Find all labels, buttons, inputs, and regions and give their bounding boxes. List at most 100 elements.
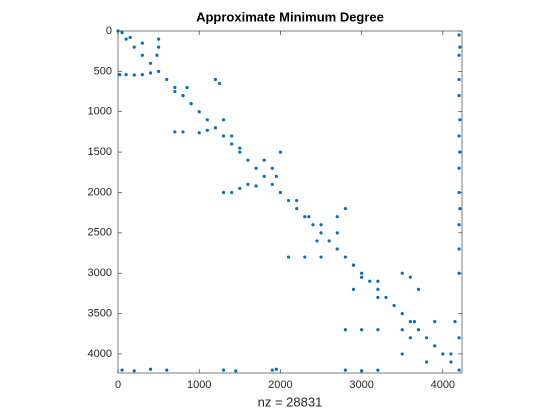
x-axis-label: nz = 28831: [258, 394, 323, 409]
nonzero-dot: [384, 295, 388, 300]
nonzero-dot: [408, 320, 412, 324]
nonzero-dot: [173, 89, 177, 94]
nonzero-dot: [343, 328, 347, 332]
nonzero-dot: [132, 369, 136, 373]
nonzero-dot: [140, 72, 144, 77]
nonzero-dot: [457, 134, 461, 138]
nonzero-dot: [319, 223, 323, 227]
nonzero-dot: [376, 368, 380, 372]
nonzero-dot: [120, 31, 124, 35]
nonzero-dot: [400, 352, 404, 356]
nonzero-dot: [376, 295, 380, 300]
nonzero-dot: [457, 33, 461, 37]
nonzero-dot: [213, 77, 218, 82]
nonzero-dot: [416, 328, 421, 332]
nonzero-dot: [307, 215, 311, 219]
nonzero-dot: [165, 77, 169, 82]
nonzero-dot: [197, 110, 201, 114]
nonzero-dot: [457, 223, 461, 227]
nonzero-dot: [221, 118, 226, 122]
nonzero-dot: [458, 45, 462, 49]
nonzero-dot: [278, 190, 283, 195]
nonzero-dot: [416, 287, 421, 291]
nonzero-dot: [128, 35, 132, 40]
nonzero-dot: [424, 336, 429, 340]
nonzero-dot: [319, 255, 323, 259]
nonzero-dot: [449, 352, 453, 356]
nonzero-dot: [254, 184, 258, 188]
nonzero-dot: [238, 150, 242, 154]
nonzero-dot: [140, 53, 144, 57]
nonzero-dot: [270, 166, 274, 170]
nonzero-dot: [221, 134, 226, 138]
nonzero-dot: [408, 336, 412, 340]
y-tick-label: 2500: [88, 227, 112, 239]
nonzero-dot: [185, 85, 189, 90]
nonzero-dot: [335, 247, 339, 251]
nonzero-dot: [315, 239, 319, 243]
nonzero-dot: [295, 198, 299, 203]
nonzero-dot: [412, 320, 417, 324]
nonzero-dot: [335, 215, 339, 219]
nonzero-dot: [319, 231, 323, 235]
nonzero-dot: [173, 85, 177, 90]
nonzero-dot: [238, 186, 242, 191]
nonzero-dot: [351, 263, 356, 267]
nonzero-dot: [400, 328, 404, 332]
nonzero-dot: [254, 166, 258, 170]
nonzero-dot: [458, 118, 462, 122]
nonzero-dot: [457, 166, 461, 170]
nonzero-dot: [453, 320, 457, 324]
nonzero-dot: [343, 255, 347, 259]
y-tick-label: 3500: [88, 307, 112, 319]
nonzero-dot: [234, 369, 238, 373]
y-tick-label: 1500: [88, 146, 112, 158]
nonzero-dot: [311, 223, 315, 227]
nonzero-dot: [457, 77, 461, 82]
nonzero-dot: [213, 126, 218, 130]
nonzero-dot: [132, 45, 136, 49]
nonzero-dot: [360, 275, 364, 279]
nonzero-dot: [157, 69, 161, 73]
nonzero-dot: [303, 255, 307, 259]
y-tick-label: 2000: [88, 186, 112, 198]
chart-title: Approximate Minimum Degree: [196, 9, 384, 24]
nonzero-dot: [441, 352, 445, 356]
nonzero-dot: [274, 174, 278, 178]
nonzero-dot: [221, 368, 226, 372]
nonzero-dot: [116, 29, 120, 33]
nonzero-dot: [230, 134, 234, 138]
nonzero-dot: [408, 275, 412, 279]
y-tick-label: 0: [106, 25, 112, 37]
nonzero-dot: [181, 93, 185, 98]
nonzero-dot: [376, 279, 380, 283]
nonzero-dot: [221, 190, 226, 195]
nonzero-dot: [286, 255, 291, 259]
nonzero-dot: [433, 344, 437, 348]
nonzero-dot: [173, 130, 177, 134]
nonzero-dot: [335, 231, 339, 235]
nonzero-dot: [343, 368, 347, 372]
nonzero-dot: [303, 215, 307, 219]
nonzero-dot: [376, 328, 380, 332]
nonzero-dot: [217, 81, 222, 86]
nonzero-dot: [424, 360, 429, 364]
nonzero-dot: [360, 328, 364, 332]
nonzero-dot: [230, 142, 234, 146]
nonzero-dot: [457, 271, 461, 275]
nonzero-dot: [165, 368, 169, 372]
nonzero-dot: [343, 207, 347, 211]
nonzero-dot: [376, 287, 380, 291]
nonzero-dot: [327, 239, 331, 243]
nonzero-dot: [157, 45, 161, 49]
nonzero-dot: [205, 128, 209, 132]
y-tick-label: 1000: [88, 106, 112, 118]
nonzero-dot: [449, 360, 453, 364]
nonzero-dot: [270, 182, 274, 186]
nonzero-dot: [400, 271, 404, 275]
nonzero-dot: [148, 61, 153, 65]
nonzero-dot: [230, 190, 234, 195]
y-tick-label: 3000: [88, 267, 112, 279]
